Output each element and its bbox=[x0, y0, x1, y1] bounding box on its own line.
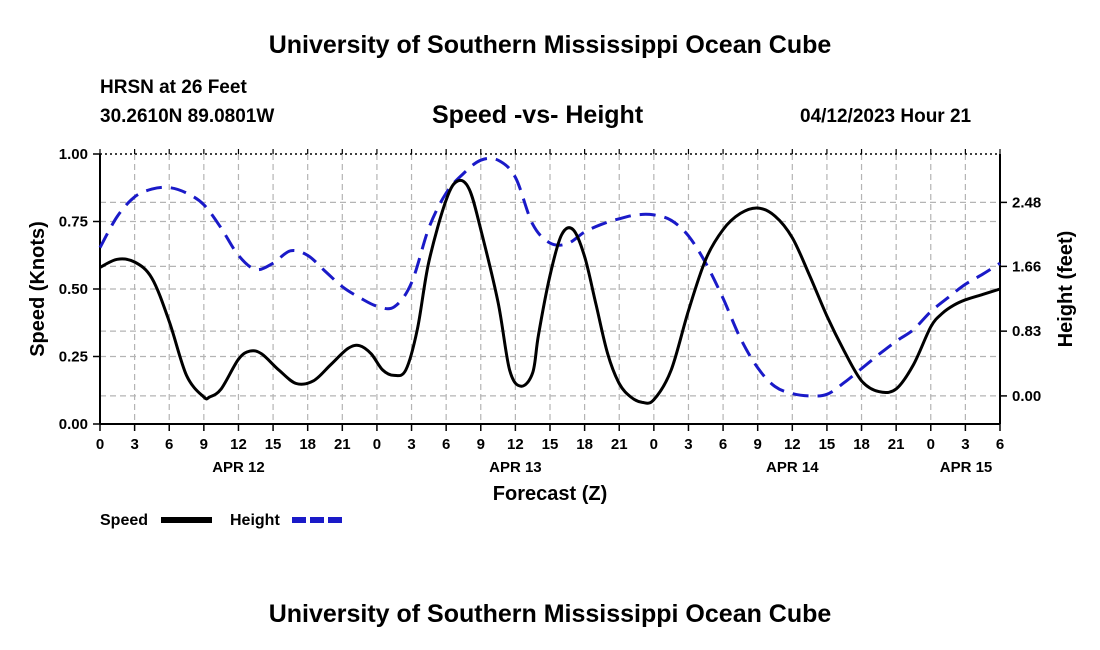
x-tick-label: 3 bbox=[684, 436, 692, 453]
x-tick-label: 18 bbox=[853, 436, 870, 453]
x-tick-label: 21 bbox=[888, 436, 905, 453]
x-axis-label: Forecast (Z) bbox=[493, 483, 607, 505]
x-tick-label: 21 bbox=[611, 436, 628, 453]
x-tick-label: 3 bbox=[130, 436, 138, 453]
y-right-tick-label: 0.83 bbox=[1012, 323, 1041, 340]
y-left-tick-label: 0.75 bbox=[59, 214, 88, 231]
x-tick-label: 15 bbox=[265, 436, 282, 453]
x-tick-label: 15 bbox=[819, 436, 836, 453]
x-tick-label: 18 bbox=[576, 436, 593, 453]
y-axis-left-label: Speed (Knots) bbox=[27, 221, 49, 357]
x-tick-label: 3 bbox=[407, 436, 415, 453]
x-tick-label: 6 bbox=[996, 436, 1004, 453]
x-tick-label: 12 bbox=[230, 436, 247, 453]
x-tick-label: 0 bbox=[650, 436, 658, 453]
footer-title: University of Southern Mississippi Ocean… bbox=[268, 600, 832, 628]
x-tick-label: 6 bbox=[165, 436, 173, 453]
y-right-tick-label: 0.00 bbox=[1012, 388, 1041, 405]
x-date-label: APR 15 bbox=[940, 459, 993, 476]
x-tick-label: 0 bbox=[927, 436, 935, 453]
y-right-tick-label: 2.48 bbox=[1012, 194, 1041, 211]
y-left-tick-label: 0.00 bbox=[59, 416, 88, 433]
y-left-tick-label: 0.50 bbox=[59, 281, 88, 298]
y-left-tick-label: 1.00 bbox=[59, 146, 88, 163]
y-right-tick-label: 1.66 bbox=[1012, 258, 1041, 275]
y-left-tick-label: 0.25 bbox=[59, 349, 88, 366]
x-tick-label: 15 bbox=[542, 436, 559, 453]
x-tick-label: 6 bbox=[442, 436, 450, 453]
x-tick-label: 12 bbox=[784, 436, 801, 453]
x-tick-label: 3 bbox=[961, 436, 969, 453]
x-tick-label: 21 bbox=[334, 436, 351, 453]
speed-series-line bbox=[99, 178, 1001, 405]
chart-title: Speed -vs- Height bbox=[432, 101, 644, 129]
x-tick-label: 0 bbox=[373, 436, 381, 453]
y-axis-right-label: Height (feet) bbox=[1055, 231, 1077, 348]
legend-speed-label: Speed bbox=[100, 512, 148, 529]
x-tick-label: 18 bbox=[299, 436, 316, 453]
height-series-line bbox=[98, 156, 1001, 398]
x-tick-label: 9 bbox=[477, 436, 485, 453]
station-name: HRSN at 26 Feet bbox=[100, 77, 247, 98]
x-tick-label: 6 bbox=[719, 436, 727, 453]
x-date-label: APR 14 bbox=[766, 459, 819, 476]
x-date-label: APR 12 bbox=[212, 459, 265, 476]
x-tick-label: 9 bbox=[754, 436, 762, 453]
station-coordinates: 30.2610N 89.0801W bbox=[100, 106, 275, 127]
x-tick-label: 12 bbox=[507, 436, 524, 453]
x-date-label: APR 13 bbox=[489, 459, 542, 476]
x-tick-label: 0 bbox=[96, 436, 104, 453]
forecast-datetime: 04/12/2023 Hour 21 bbox=[800, 106, 972, 127]
legend-height-label: Height bbox=[230, 512, 280, 529]
x-tick-label: 9 bbox=[200, 436, 208, 453]
page-title: University of Southern Mississippi Ocean… bbox=[268, 31, 832, 59]
